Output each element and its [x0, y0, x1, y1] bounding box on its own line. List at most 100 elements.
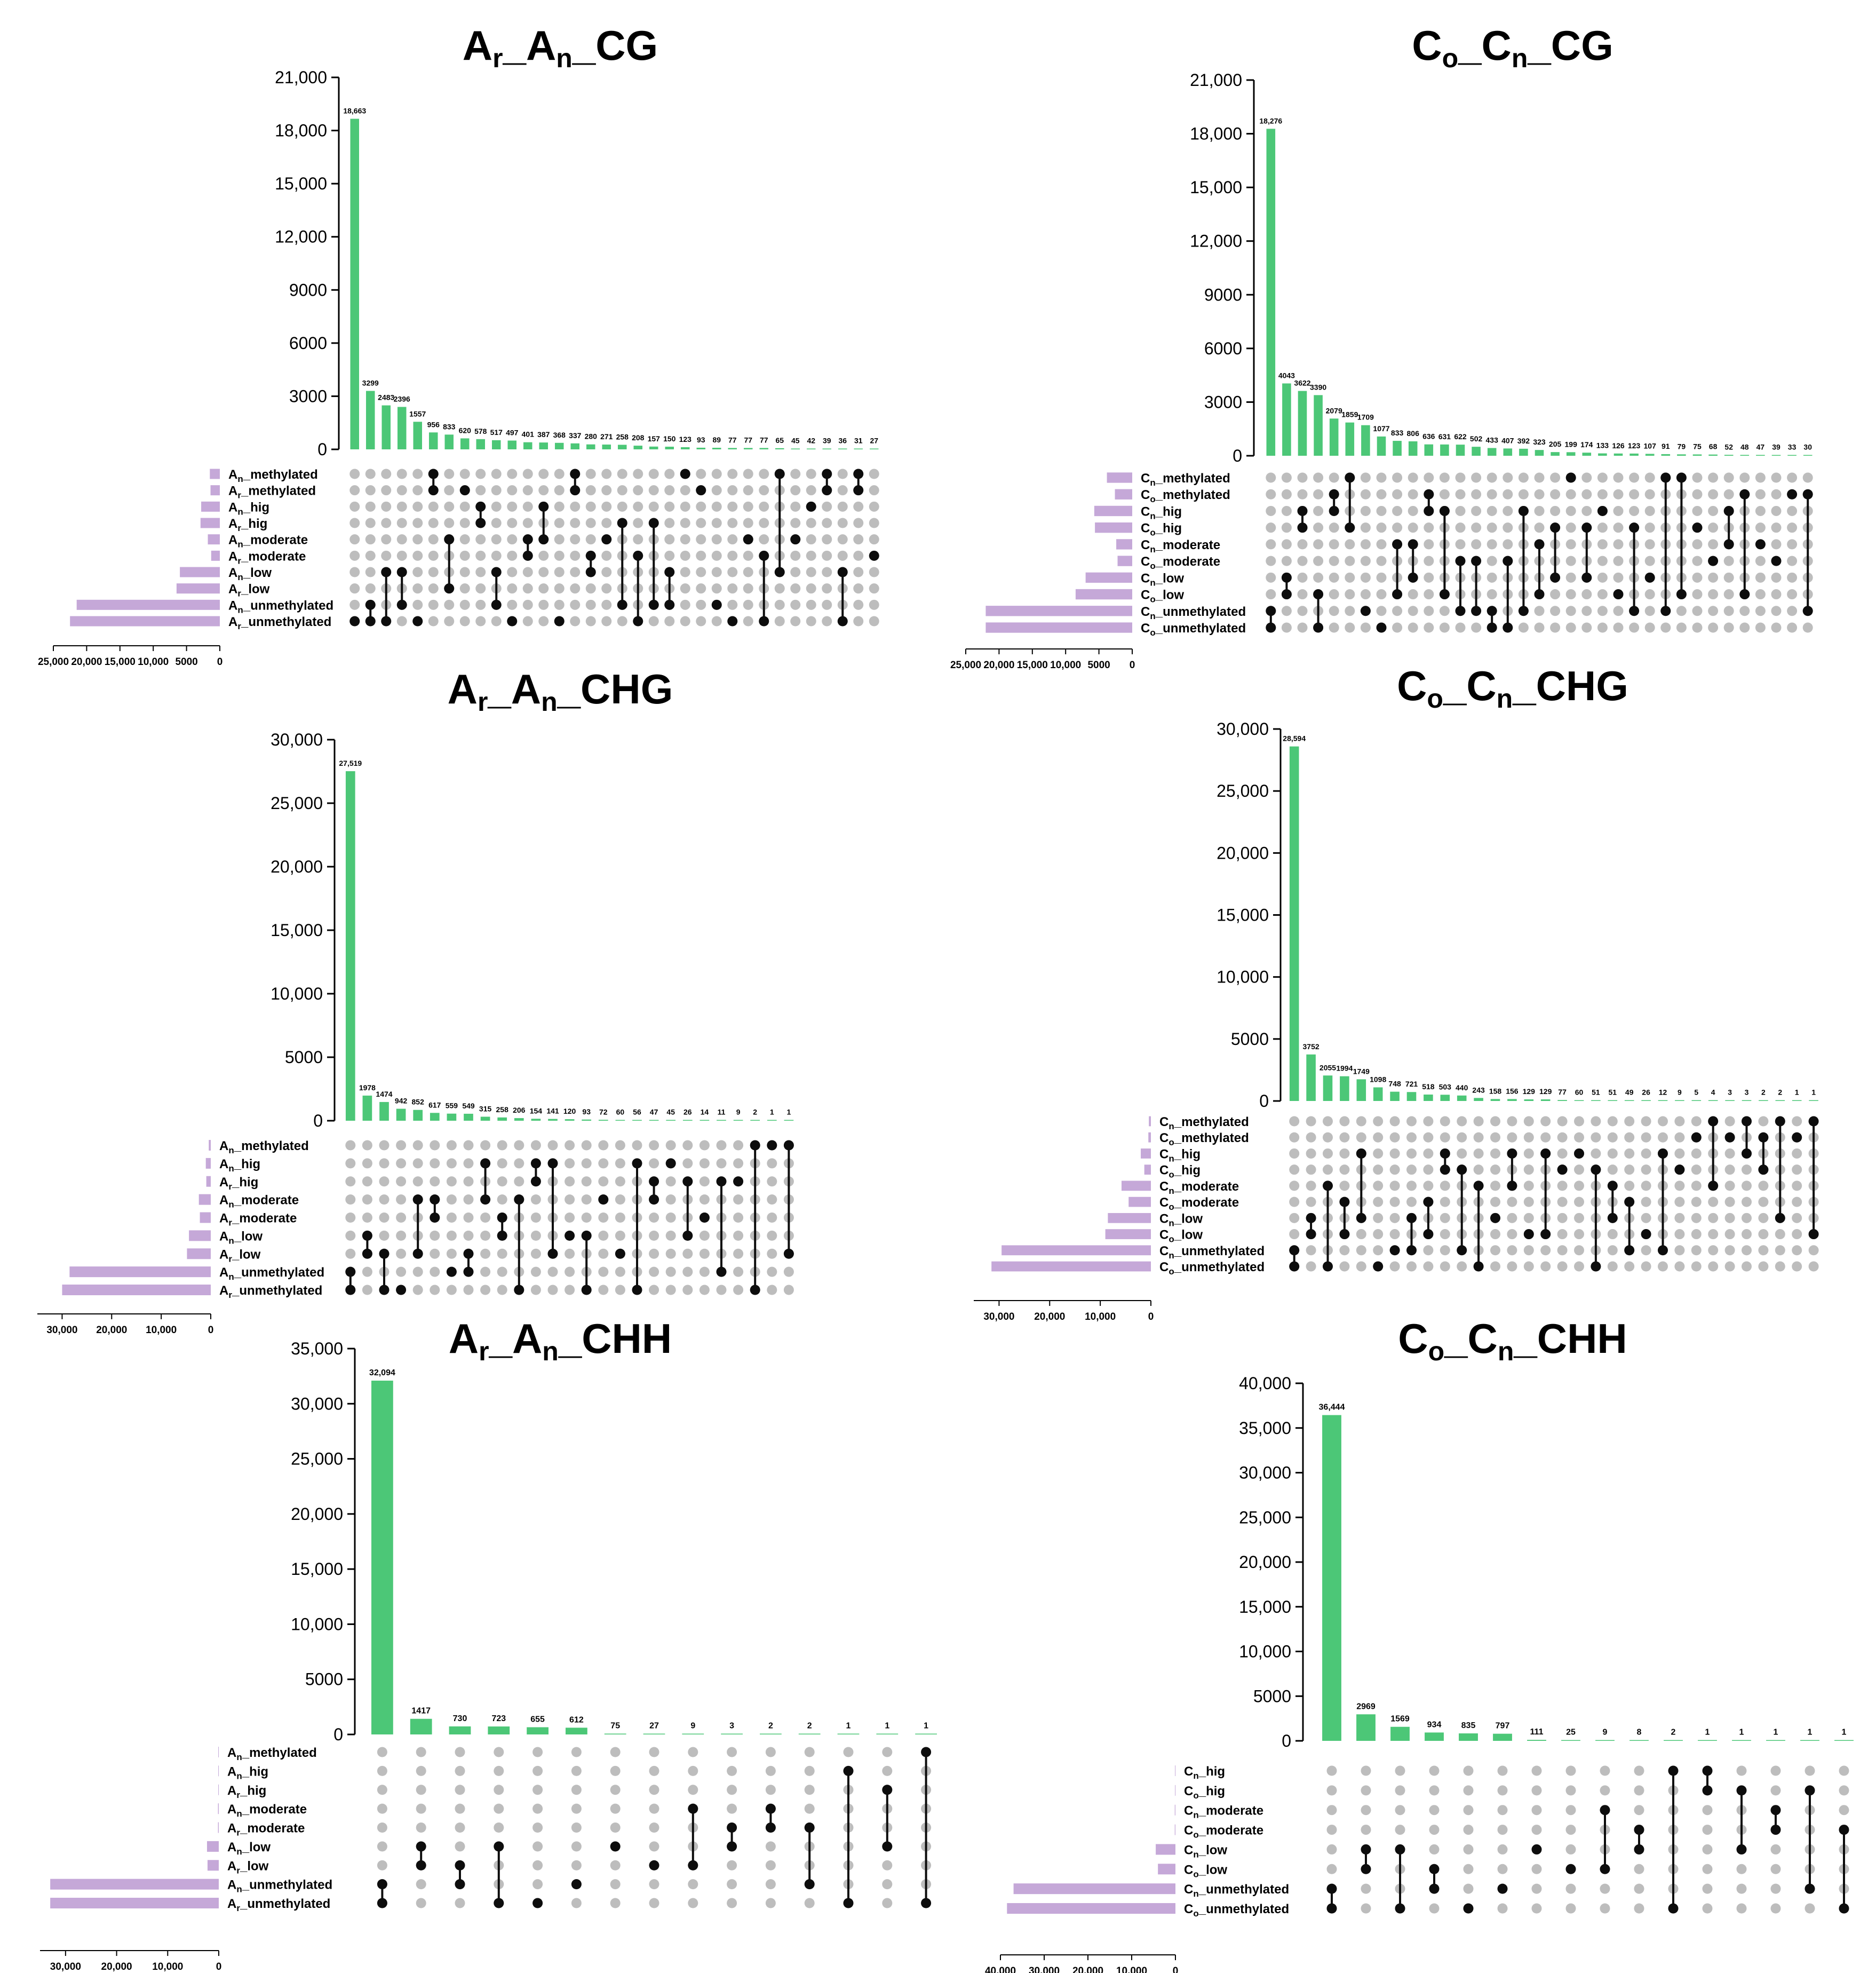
bar-value-label: 30 — [1803, 443, 1812, 451]
matrix-dot-filled — [843, 1765, 854, 1776]
matrix-dot-empty — [1518, 489, 1529, 500]
set-size-bar — [208, 534, 220, 545]
intersection-bar — [430, 1113, 440, 1121]
matrix-dot-empty — [362, 1194, 372, 1205]
intersection-bar — [1582, 453, 1592, 456]
matrix-dot-empty — [1487, 522, 1497, 533]
matrix-dot-empty — [1624, 1132, 1635, 1143]
bar-value-label: 503 — [1439, 1082, 1452, 1091]
matrix-dot-empty — [1490, 1261, 1500, 1272]
intersection-bar — [566, 1728, 587, 1734]
matrix-dot-empty — [1463, 1825, 1474, 1835]
set-size-bar — [218, 1784, 219, 1795]
matrix-dot-filled — [585, 550, 596, 561]
matrix-dot-empty — [1644, 606, 1655, 616]
set-label: Cn_hig — [1184, 1764, 1225, 1781]
matrix-dot-filled — [1805, 1785, 1815, 1796]
intersection-bar — [617, 445, 627, 449]
matrix-dot-filled — [1323, 1180, 1333, 1191]
matrix-dot-filled — [1361, 1844, 1371, 1855]
bar-value-label: 833 — [1391, 429, 1404, 437]
matrix-dot-empty — [790, 616, 801, 627]
set-label: Cn_low — [1159, 1211, 1203, 1228]
y-tick-label: 25,000 — [1217, 781, 1269, 801]
matrix-dot-empty — [1266, 572, 1276, 583]
intersection-bar — [717, 1120, 726, 1121]
matrix-dot-empty — [759, 534, 769, 545]
matrix-dot-empty — [480, 1285, 491, 1295]
matrix-dot-empty — [1600, 1883, 1610, 1894]
bar-value-label: 620 — [459, 426, 472, 434]
matrix-dot-empty — [1297, 589, 1308, 600]
bar-value-label: 28,594 — [1283, 734, 1306, 743]
matrix-dot-empty — [1392, 606, 1403, 616]
matrix-dot-empty — [837, 469, 848, 479]
matrix-dot-empty — [365, 550, 376, 561]
matrix-dot-empty — [1581, 472, 1592, 483]
matrix-dot-filled — [1565, 1864, 1576, 1874]
matrix-dot-empty — [615, 1176, 625, 1187]
matrix-dot-empty — [1613, 472, 1624, 483]
matrix-dot-empty — [379, 1194, 389, 1205]
bar-value-label: 27,519 — [339, 759, 362, 767]
matrix-dot-empty — [1792, 1164, 1802, 1175]
matrix-dot-empty — [716, 1285, 727, 1295]
matrix-dot-filled — [554, 616, 565, 627]
matrix-dot-empty — [365, 534, 376, 545]
intersection-bar — [1551, 452, 1560, 456]
matrix-dot-filled — [1392, 589, 1403, 600]
set-size-bar — [210, 485, 220, 496]
matrix-dot-empty — [1540, 1245, 1551, 1256]
matrix-dot-filled — [727, 616, 738, 627]
set-size-bar — [1007, 1903, 1175, 1914]
matrix-dot-filled — [1674, 1164, 1685, 1175]
matrix-dot-empty — [1792, 1197, 1802, 1207]
matrix-dot-empty — [1329, 622, 1339, 633]
matrix-dot-empty — [1534, 472, 1545, 483]
bar-value-label: 497 — [506, 429, 519, 437]
matrix-dot-empty — [455, 1823, 465, 1833]
matrix-dot-empty — [743, 518, 753, 528]
matrix-dot-filled — [1266, 622, 1276, 633]
matrix-dot-filled — [396, 1285, 407, 1295]
matrix-dot-empty — [444, 485, 455, 496]
matrix-dot-empty — [1289, 1197, 1300, 1207]
intersection-bar — [548, 1119, 558, 1121]
matrix-dot-empty — [1490, 1148, 1500, 1159]
matrix-dot-empty — [444, 518, 455, 528]
matrix-dot-empty — [1523, 1197, 1534, 1207]
matrix-dot-empty — [615, 1230, 625, 1241]
matrix-dot-empty — [1758, 1229, 1769, 1240]
matrix-dot-empty — [1360, 572, 1371, 583]
intersection-bar — [682, 1733, 704, 1734]
matrix-dot-filled — [365, 616, 376, 627]
set-label: Cn_methylated — [1159, 1115, 1249, 1131]
matrix-dot-empty — [727, 1898, 737, 1908]
matrix-dot-empty — [1523, 1213, 1534, 1223]
matrix-dot-empty — [1487, 505, 1497, 516]
matrix-dot-empty — [463, 1194, 474, 1205]
matrix-dot-empty — [532, 1765, 543, 1776]
bar-value-label: 368 — [553, 431, 566, 439]
intersection-bar — [1608, 1100, 1618, 1101]
matrix-dot-empty — [1281, 472, 1292, 483]
matrix-dot-empty — [869, 583, 879, 594]
matrix-dot-empty — [598, 1176, 609, 1187]
matrix-dot-empty — [1281, 489, 1292, 500]
matrix-dot-empty — [480, 1266, 491, 1277]
matrix-dot-empty — [412, 485, 423, 496]
matrix-dot-empty — [1360, 472, 1371, 483]
intersection-bar — [554, 442, 564, 449]
set-size-tick-label: 0 — [208, 1325, 214, 1336]
matrix-dot-empty — [491, 550, 502, 561]
set-label: An_hig — [227, 1764, 268, 1781]
matrix-dot-empty — [1736, 1883, 1747, 1894]
matrix-dot-empty — [1297, 489, 1308, 500]
y-tick-label: 10,000 — [291, 1614, 343, 1634]
intersection-bar — [1809, 1100, 1818, 1101]
matrix-dot-empty — [804, 1803, 815, 1814]
set-size-tick-label: 0 — [1173, 1966, 1179, 1973]
matrix-dot-empty — [412, 583, 423, 594]
matrix-dot-empty — [1457, 1116, 1467, 1127]
matrix-dot-empty — [1266, 539, 1276, 550]
